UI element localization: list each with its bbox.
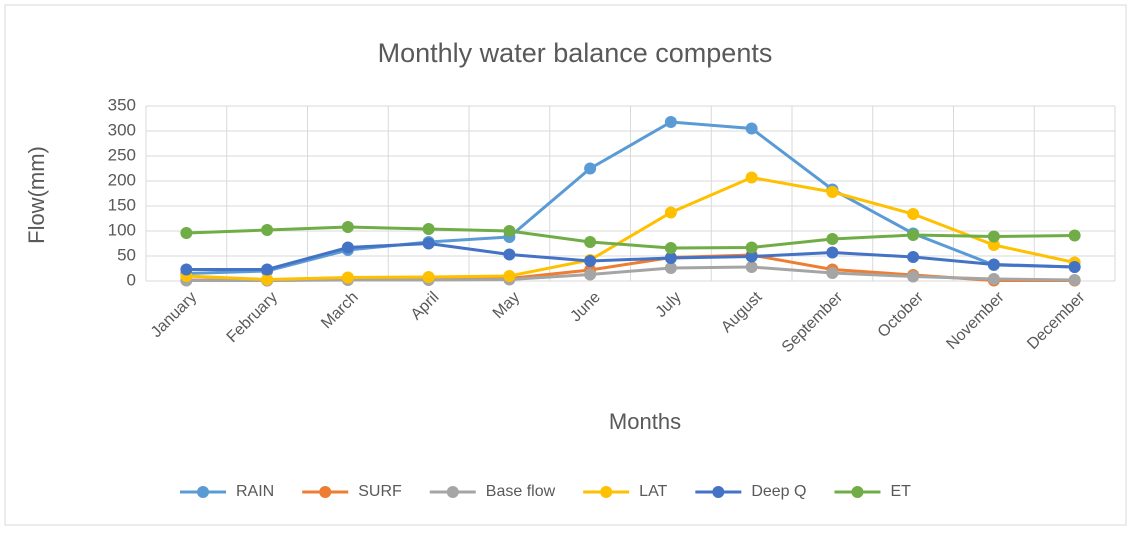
y-tick-label: 50 — [117, 245, 136, 264]
legend-label: SURF — [358, 483, 402, 500]
data-point — [261, 273, 274, 286]
data-point — [341, 241, 354, 254]
data-point — [341, 221, 354, 233]
legend-marker — [600, 486, 613, 498]
data-point — [987, 230, 1000, 243]
data-point — [664, 242, 677, 254]
data-point — [745, 241, 758, 254]
data-point — [584, 268, 597, 281]
data-point — [261, 263, 274, 276]
series-line — [186, 120, 1075, 275]
data-point — [987, 258, 1000, 271]
data-point — [987, 239, 1000, 251]
data-point — [584, 255, 597, 267]
series-line — [186, 241, 1075, 271]
data-point — [826, 233, 839, 245]
legend-marker — [319, 486, 332, 498]
data-point — [180, 227, 193, 239]
legend-marker — [712, 486, 725, 498]
y-tick-label: 200 — [108, 170, 136, 189]
data-point — [745, 122, 758, 135]
y-tick-label: 250 — [108, 145, 136, 164]
data-point — [907, 208, 920, 220]
data-point — [1068, 261, 1081, 273]
data-point — [422, 237, 435, 250]
y-tick-label: 0 — [127, 270, 136, 289]
y-axis-title: Flow(mm) — [24, 146, 49, 244]
y-tick-label: 300 — [108, 120, 136, 139]
data-point — [503, 270, 516, 282]
series-line — [186, 175, 1075, 282]
data-point — [503, 225, 516, 237]
data-point — [503, 248, 516, 261]
data-point — [745, 261, 758, 273]
data-point — [987, 273, 1000, 285]
data-point — [826, 267, 839, 279]
data-point — [745, 250, 758, 263]
data-point — [907, 270, 920, 283]
data-point — [664, 252, 677, 264]
data-point — [1068, 274, 1081, 286]
legend-label: Base flow — [486, 483, 556, 500]
legend-marker — [197, 486, 209, 498]
legend-label: Deep Q — [751, 483, 806, 500]
data-point — [261, 224, 274, 236]
data-point — [422, 271, 435, 283]
data-point — [584, 236, 597, 248]
x-axis-title: Months — [609, 409, 681, 434]
data-point — [745, 171, 758, 184]
data-point — [180, 263, 193, 276]
data-point — [422, 223, 435, 235]
series-line — [186, 265, 1075, 282]
data-point — [584, 162, 597, 175]
data-point — [826, 186, 839, 198]
y-tick-label: 100 — [108, 220, 136, 239]
series-line — [186, 225, 1075, 250]
data-point — [907, 251, 920, 263]
legend-label: LAT — [639, 483, 667, 500]
legend-marker — [446, 486, 459, 498]
data-point — [907, 229, 920, 241]
data-point — [664, 206, 677, 219]
legend-label: ET — [890, 483, 911, 500]
y-tick-label: 350 — [108, 95, 136, 114]
data-point — [826, 246, 839, 259]
y-tick-label: 150 — [108, 195, 136, 214]
legend-marker — [851, 486, 864, 498]
chart-title: Monthly water balance compents — [378, 38, 773, 68]
data-point — [664, 262, 677, 274]
data-point — [664, 116, 677, 128]
legend-label: RAIN — [236, 483, 274, 500]
data-point — [1068, 229, 1081, 242]
data-point — [341, 271, 354, 284]
